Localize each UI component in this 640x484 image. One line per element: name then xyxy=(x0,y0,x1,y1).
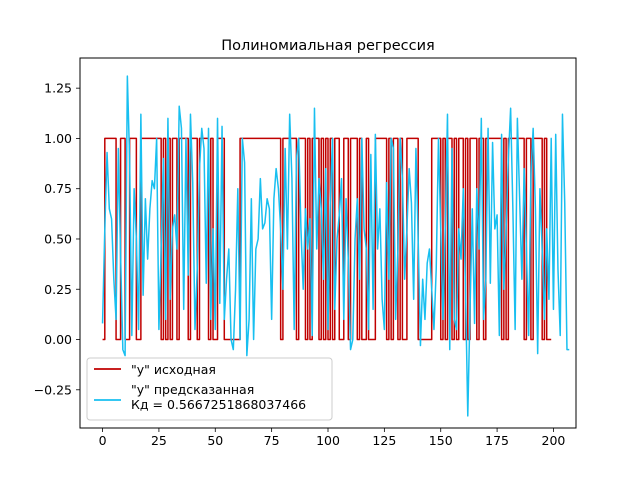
y-tick-label: 0.75 xyxy=(44,181,72,196)
legend-label-predicted: "y" предсказанная Кд = 0.5667251868037466 xyxy=(131,382,306,412)
legend-label-line: Кд = 0.5667251868037466 xyxy=(131,397,306,412)
series-line-predicted xyxy=(101,75,570,417)
legend: "y" исходная "y" предсказанная Кд = 0.566… xyxy=(86,357,333,421)
x-tick-label: 175 xyxy=(485,433,509,448)
y-tick-label: 1.25 xyxy=(44,81,72,96)
legend-box xyxy=(86,357,333,421)
chart-title: Полиномиальная регрессия xyxy=(221,38,435,54)
x-tick-label: 200 xyxy=(542,433,566,448)
x-tick-label: 100 xyxy=(316,433,340,448)
y-tick-label: 1.00 xyxy=(44,131,72,146)
y-tick-label: 0.50 xyxy=(44,231,72,246)
y-axis: −0.25 0.00 0.25 0.50 0.75 1.00 1.25 xyxy=(34,81,80,397)
x-tick-label: 50 xyxy=(207,433,223,448)
y-tick-label: −0.25 xyxy=(34,382,72,397)
x-tick-label: 125 xyxy=(372,433,396,448)
legend-label-original: "y" исходная xyxy=(131,362,216,377)
series-layer xyxy=(101,75,570,417)
y-tick-label: 0.00 xyxy=(44,332,72,347)
x-axis: 0 25 50 75 100 125 150 175 200 xyxy=(99,428,566,448)
y-tick-label: 0.25 xyxy=(44,282,72,297)
x-tick-label: 0 xyxy=(99,433,107,448)
x-tick-label: 75 xyxy=(264,433,280,448)
series-line-original xyxy=(102,137,552,341)
x-tick-label: 150 xyxy=(429,433,453,448)
x-tick-label: 25 xyxy=(151,433,167,448)
legend-label-line: "y" предсказанная xyxy=(131,382,254,397)
